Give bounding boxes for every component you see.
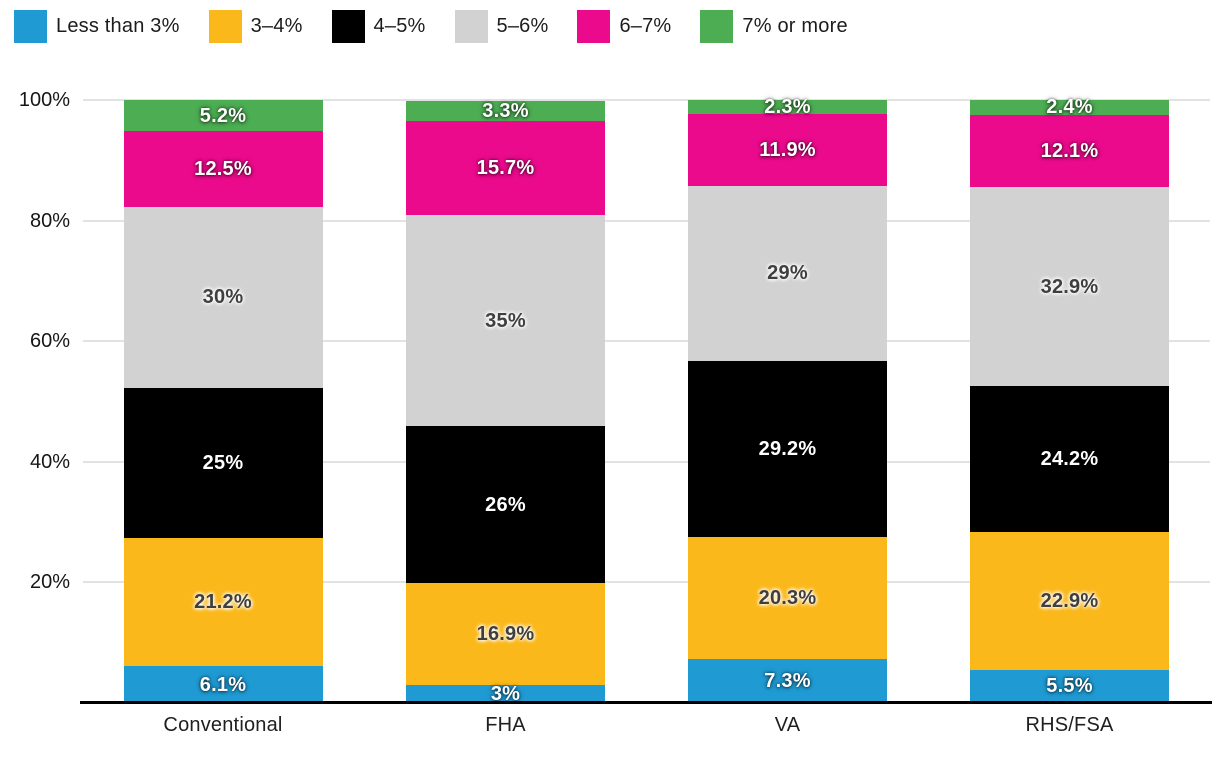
bar-segment-label: 35% <box>485 309 526 332</box>
bar-segment-label: 21.2% <box>194 591 252 614</box>
bar-segment-label: 3% <box>490 682 521 705</box>
x-axis-category-label: FHA <box>485 714 526 736</box>
legend-swatch <box>577 10 611 43</box>
bar-segment-label: 2.4% <box>1046 96 1093 119</box>
x-axis-category-label: RHS/FSA <box>1025 714 1114 736</box>
bar-va: 7.3% 20.3% 29.2% 29% 11.9% 2.3% <box>688 95 887 703</box>
legend-swatch <box>454 10 488 43</box>
bar-segment-label: 24.2% <box>1040 447 1099 470</box>
bar-segment: 21.2% <box>123 538 323 667</box>
bar-segment: 15.7% <box>406 120 605 216</box>
bar-segment-label: 2.3% <box>764 95 811 118</box>
bar-segment: 3% <box>406 682 605 705</box>
y-axis-tick-label: 20% <box>29 571 70 594</box>
legend-label: 7% or more <box>742 15 848 37</box>
bar-segment-label: 26% <box>485 493 526 516</box>
bar-segment: 16.9% <box>406 583 605 685</box>
bar-segment: 35% <box>406 215 605 427</box>
bar-segment-label: 32.9% <box>1040 275 1099 298</box>
bar-segment: 6.1% <box>123 666 323 703</box>
y-axis-tick-label: 40% <box>29 450 70 473</box>
bar-segment: 29.2% <box>688 360 887 537</box>
chart-legend: Less than 3% 3–4% 4–5% 5–6% 6–7% 7% or more <box>14 10 848 43</box>
bar-segment-label: 20.3% <box>758 586 817 609</box>
bar-segment: 25% <box>123 387 323 539</box>
bar-segment-label: 12.5% <box>194 158 252 181</box>
legend-item: 6–7% <box>577 10 671 43</box>
legend-item: Less than 3% <box>14 10 180 43</box>
legend-label: 6–7% <box>619 15 672 37</box>
bar-segment-label: 22.9% <box>1040 589 1099 612</box>
legend-label: 4–5% <box>373 15 426 37</box>
legend-swatch <box>208 10 242 43</box>
x-axis-line <box>80 701 1212 704</box>
y-axis-tick-label: 100% <box>18 89 70 111</box>
bar-segment: 29% <box>688 185 887 361</box>
bar-segment: 3.3% <box>406 101 605 121</box>
bar-conventional: 6.1% 21.2% 25% 30% 12.5% 5.2% <box>123 100 323 703</box>
bar-segment-label: 7.3% <box>764 669 811 692</box>
x-axis-category-label: Conventional <box>163 714 283 736</box>
bar-segment: 5.5% <box>970 669 1169 703</box>
bar-segment-label: 6.1% <box>199 673 247 696</box>
y-axis-tick-label: 60% <box>29 330 70 353</box>
bar-segment-label: 11.9% <box>759 138 816 161</box>
gridline <box>83 99 1210 101</box>
bar-segment: 2.4% <box>970 96 1169 119</box>
bar-segment: 11.9% <box>688 113 887 186</box>
legend-item: 7% or more <box>700 10 848 43</box>
bar-segment-label: 29% <box>767 262 808 285</box>
bar-segment-label: 3.3% <box>482 99 529 122</box>
gridline <box>83 460 1210 463</box>
bar-segment: 32.9% <box>970 187 1169 386</box>
legend-label: 3–4% <box>250 15 303 37</box>
y-axis-tick-label: 80% <box>29 209 70 232</box>
bar-segment-label: 30% <box>202 286 244 309</box>
gridline <box>83 581 1210 584</box>
gridline <box>83 340 1210 343</box>
bar-segment: 26% <box>406 426 605 584</box>
bar-segment-label: 25% <box>202 452 244 475</box>
bar-segment: 2.3% <box>688 95 887 118</box>
bar-segment-label: 5.2% <box>199 104 247 127</box>
legend-swatch <box>14 10 47 43</box>
gridline <box>83 219 1210 222</box>
plot-area: 6.1% 21.2% 25% 30% 12.5% 5.2% 3% 16.9% 26% 35% 15.… <box>83 95 1210 705</box>
bar-segment: 12.5% <box>123 131 323 207</box>
bar-segment: 22.9% <box>970 531 1169 670</box>
bar-segment: 20.3% <box>688 536 887 659</box>
legend-item: 5–6% <box>454 10 549 43</box>
bar-segment-label: 15.7% <box>476 156 535 179</box>
bar-segment-label: 16.9% <box>476 622 535 645</box>
x-axis-category-label: VA <box>774 714 801 736</box>
bar-segment: 7.3% <box>688 658 887 703</box>
legend-swatch <box>700 10 734 43</box>
legend-label: Less than 3% <box>56 15 180 37</box>
legend-item: 3–4% <box>208 10 303 43</box>
bar-segment: 5.2% <box>123 100 323 132</box>
bar-segment: 24.2% <box>970 385 1169 532</box>
bar-rhs-fsa: 5.5% 22.9% 24.2% 32.9% 12.1% 2.4% <box>970 96 1169 703</box>
bar-segment-label: 12.1% <box>1040 139 1099 162</box>
bar-segment: 12.1% <box>970 114 1169 188</box>
bar-segment: 30% <box>123 206 323 388</box>
bar-fha: 3% 16.9% 26% 35% 15.7% 3.3% <box>406 100 605 705</box>
bar-segment-label: 5.5% <box>1046 675 1093 698</box>
bar-segment-label: 29.2% <box>758 437 817 460</box>
legend-label: 5–6% <box>496 15 549 37</box>
legend-item: 4–5% <box>331 10 426 43</box>
legend-swatch <box>331 10 365 43</box>
